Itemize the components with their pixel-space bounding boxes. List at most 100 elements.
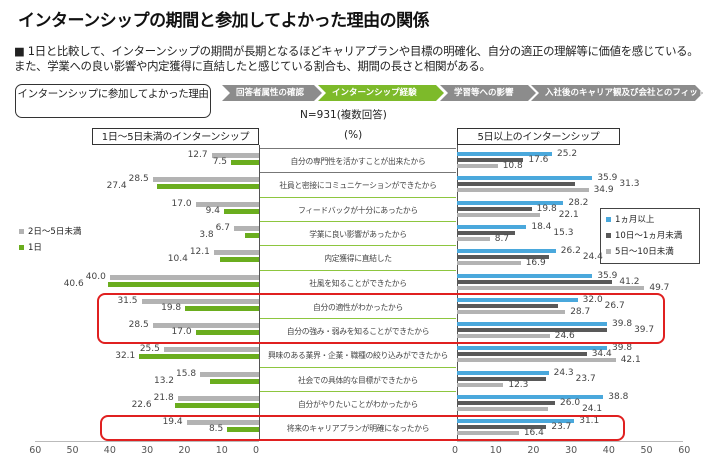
legend-swatch <box>606 217 611 222</box>
bar-left-s1 <box>200 371 259 377</box>
data-label: 12.1 <box>189 247 210 258</box>
legend-item: 5日～10日未満 <box>606 244 694 260</box>
description: ■ 1日と比較して、インターンシップの期間が長期となるほどキャリアプランや目標の… <box>14 44 699 73</box>
legend-label: 5日～10日未満 <box>615 247 674 257</box>
category-label: 社会での具体的な目標ができたから <box>298 375 418 385</box>
data-label: 40.6 <box>63 278 84 289</box>
bar-left-s2 <box>209 378 259 384</box>
bar-right-s2 <box>457 158 524 162</box>
bar-left-s1 <box>163 347 259 353</box>
bar-left-s1 <box>211 153 259 158</box>
right-panel-title: 5日以上のインターンシップ <box>457 128 620 145</box>
data-label: 10.8 <box>502 161 523 171</box>
category-label: 内定獲得に直結した <box>324 254 392 264</box>
right-tick-label: 20 <box>527 445 540 456</box>
bar-right-s1 <box>457 224 527 229</box>
sample-note: N=931(複数回答) <box>300 109 387 121</box>
bar-right-s3 <box>457 164 498 168</box>
bar-right-s2 <box>457 279 613 284</box>
category-label: 興味のある業界・企業・職種の絞り込みができたから <box>268 351 448 361</box>
data-label: 42.1 <box>620 355 641 366</box>
right-tick-label: 10 <box>489 445 502 456</box>
bar-left-s2 <box>174 403 259 408</box>
data-label: 25.2 <box>557 149 578 159</box>
data-label: 26.2 <box>560 246 581 257</box>
left-tick-label: 40 <box>103 445 116 456</box>
bar-right-s3 <box>457 285 645 290</box>
right-tick-label: 40 <box>602 445 615 456</box>
row-divider <box>260 245 456 247</box>
data-label: 13.2 <box>153 375 175 386</box>
category-label: 社員と密接にコミュニケーションができたから <box>279 181 437 191</box>
left-tick-label: 20 <box>178 445 191 456</box>
bar-left-s2 <box>107 281 259 287</box>
bar-left-s1 <box>177 396 259 401</box>
bar-right-s3 <box>457 236 490 241</box>
data-label: 49.7 <box>649 282 670 293</box>
data-label: 39.7 <box>634 325 655 336</box>
data-label: 12.3 <box>508 379 529 390</box>
row-divider <box>260 220 456 222</box>
bar-left-s1 <box>195 201 259 207</box>
bar-right-s3 <box>457 188 589 193</box>
left-tick-label: 50 <box>66 445 79 456</box>
row-divider <box>260 318 456 320</box>
left-panel-title: 1日～5日未満のインターンシップ <box>92 128 259 145</box>
row-divider <box>260 172 456 174</box>
right-tick-label: 0 <box>452 445 459 456</box>
legend-label: 2日～5日未満 <box>28 227 82 237</box>
bar-right-s3 <box>457 358 616 363</box>
bar-right-s2 <box>457 230 515 235</box>
data-label: 32.0 <box>582 294 603 305</box>
data-label: 38.8 <box>608 392 629 402</box>
bar-right-s1 <box>457 176 593 181</box>
data-label: 28.2 <box>568 197 589 208</box>
bar-left-s1 <box>234 225 259 231</box>
bar-left-s1 <box>186 420 259 426</box>
category-label: 学業に良い影響があったから <box>309 229 407 239</box>
process-step-2: インターンシップ経験 <box>318 85 444 101</box>
data-label: 26.7 <box>604 300 625 311</box>
bar-left-s1 <box>152 323 259 329</box>
data-label: 16.4 <box>523 428 544 439</box>
left-legend: 2日～5日未満 1日 <box>14 221 81 259</box>
page-title: インターンシップの期間と参加してよかった理由の関係 <box>18 11 430 31</box>
data-label: 24.6 <box>554 331 575 342</box>
unit-label: (%) <box>344 129 363 141</box>
data-label: 28.5 <box>128 320 149 331</box>
bar-right-s3 <box>457 382 504 387</box>
category-label: 自分の強み・弱みを知ることができたから <box>286 327 430 337</box>
legend-item: 2日～5日未満 <box>19 224 81 240</box>
data-label: 27.4 <box>106 181 127 192</box>
data-label: 32.1 <box>115 351 136 362</box>
bar-right-s1 <box>457 419 575 424</box>
bar-right-s1 <box>457 152 552 156</box>
data-label: 19.4 <box>162 417 183 428</box>
bar-right-s3 <box>457 334 550 339</box>
right-x-axis <box>457 441 683 442</box>
data-label: 25.5 <box>139 344 160 355</box>
data-label: 17.0 <box>171 198 192 209</box>
data-label: 7.5 <box>212 157 228 167</box>
data-label: 6.7 <box>215 222 230 233</box>
bar-right-s2 <box>457 425 547 430</box>
left-x-axis <box>35 441 259 442</box>
bar-right-s1 <box>457 370 549 375</box>
bar-left-s2 <box>195 330 259 336</box>
data-label: 19.8 <box>161 302 182 313</box>
data-label: 8.7 <box>494 233 510 244</box>
bar-left-s2 <box>244 232 259 238</box>
left-tick-label: 0 <box>253 445 260 456</box>
data-label: 34.9 <box>593 185 614 196</box>
highlight-box <box>97 293 665 344</box>
data-label: 15.8 <box>176 368 197 379</box>
data-label: 40.0 <box>85 271 106 282</box>
legend-swatch <box>19 229 24 234</box>
bar-right-s2 <box>457 401 556 405</box>
data-label: 8.5 <box>208 424 224 435</box>
bar-right-s1 <box>457 249 556 254</box>
row-divider <box>260 391 456 392</box>
left-tick-label: 30 <box>141 445 154 456</box>
bar-right-s1 <box>457 395 604 399</box>
bar-left-s2 <box>227 427 259 433</box>
